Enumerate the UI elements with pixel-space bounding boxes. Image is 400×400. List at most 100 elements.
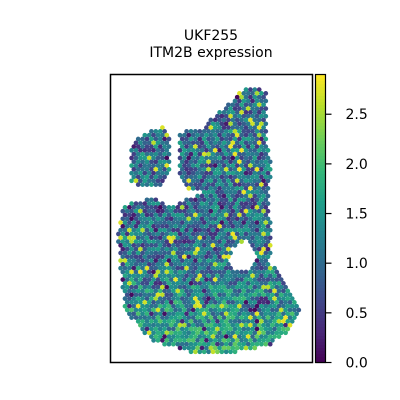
spot-point	[265, 284, 271, 290]
spot-point	[232, 121, 238, 127]
colorbar-segment	[315, 128, 326, 133]
spot-point	[272, 319, 277, 324]
spot-point	[204, 132, 209, 138]
spot-point	[182, 201, 187, 206]
spot-point	[234, 132, 240, 138]
spot-point	[263, 174, 269, 180]
spot-point	[248, 102, 253, 108]
spot-point	[256, 193, 262, 199]
spot-point	[281, 319, 286, 324]
spot-point	[201, 273, 207, 279]
spot-point	[190, 307, 196, 313]
spot-point	[131, 250, 137, 256]
spot-point	[142, 300, 148, 305]
spot-point	[215, 174, 220, 180]
spot-point	[184, 311, 189, 317]
spot-point	[208, 201, 214, 206]
spot-point	[252, 292, 258, 298]
spot-point	[197, 235, 203, 241]
spot-point	[228, 250, 233, 256]
spots-layer	[116, 87, 302, 355]
spot-point	[234, 201, 240, 206]
spot-point	[215, 220, 220, 225]
spot-point	[221, 110, 227, 115]
spot-point	[252, 277, 258, 282]
spot-point	[245, 334, 251, 339]
spot-point	[217, 224, 222, 229]
spot-point	[239, 117, 244, 123]
spot-point	[274, 315, 280, 320]
spot-point	[215, 113, 220, 119]
spot-point	[186, 246, 192, 252]
spot-point	[212, 269, 218, 275]
spot-point	[140, 174, 145, 180]
spot-point	[234, 300, 240, 305]
spot-point	[182, 155, 187, 161]
spot-point	[140, 235, 145, 241]
spot-point	[256, 140, 262, 146]
spot-point	[124, 269, 130, 275]
colorbar-segment	[315, 338, 326, 343]
spot-point	[133, 224, 139, 229]
spot-point	[239, 110, 244, 115]
spot-point	[206, 189, 211, 195]
spot-point	[179, 258, 185, 263]
spot-point	[219, 250, 225, 256]
spot-point	[259, 341, 264, 347]
spot-point	[283, 300, 288, 305]
spot-point	[157, 243, 163, 248]
spot-point	[223, 235, 229, 241]
spot-point	[215, 281, 220, 286]
spot-point	[190, 201, 196, 206]
spot-point	[188, 174, 194, 180]
spot-point	[173, 216, 178, 222]
spot-point	[206, 129, 211, 134]
spot-point	[177, 307, 183, 313]
spot-point	[140, 303, 145, 309]
spot-point	[259, 258, 264, 263]
spot-point	[179, 174, 185, 180]
spot-point	[204, 269, 209, 275]
spot-point	[219, 144, 225, 149]
spot-point	[228, 334, 233, 339]
spot-point	[201, 349, 207, 355]
colorbar-segment	[315, 164, 326, 169]
spot-point	[166, 167, 172, 172]
colorbar-segment	[315, 167, 326, 172]
spot-point	[254, 197, 260, 203]
spot-point	[289, 303, 295, 309]
spot-point	[248, 300, 253, 305]
spot-point	[278, 322, 284, 328]
spot-point	[206, 243, 211, 248]
spot-point	[254, 113, 260, 119]
spot-point	[237, 151, 242, 157]
spot-point	[219, 265, 225, 271]
spot-point	[261, 269, 266, 275]
spot-point	[129, 170, 134, 176]
spot-point	[151, 315, 156, 320]
spot-point	[254, 303, 260, 309]
spot-point	[250, 189, 255, 195]
spot-point	[157, 281, 163, 286]
spot-point	[234, 284, 240, 290]
spot-point	[287, 315, 293, 320]
spot-point	[237, 159, 242, 165]
spot-point	[221, 254, 227, 260]
spot-point	[201, 258, 207, 263]
colorbar-segment	[315, 359, 326, 364]
spot-point	[151, 269, 156, 275]
spot-point	[256, 155, 262, 161]
spot-point	[256, 94, 262, 100]
spot-point	[197, 151, 203, 157]
spot-point	[256, 186, 262, 191]
spot-point	[166, 220, 172, 225]
colorbar-segment	[315, 98, 326, 103]
spot-point	[135, 235, 141, 241]
spot-point	[135, 174, 141, 180]
spot-point	[263, 106, 269, 111]
spot-point	[230, 224, 236, 229]
spot-point	[193, 167, 198, 172]
spot-point	[226, 224, 231, 229]
spot-point	[197, 250, 203, 256]
spot-point	[221, 132, 227, 138]
